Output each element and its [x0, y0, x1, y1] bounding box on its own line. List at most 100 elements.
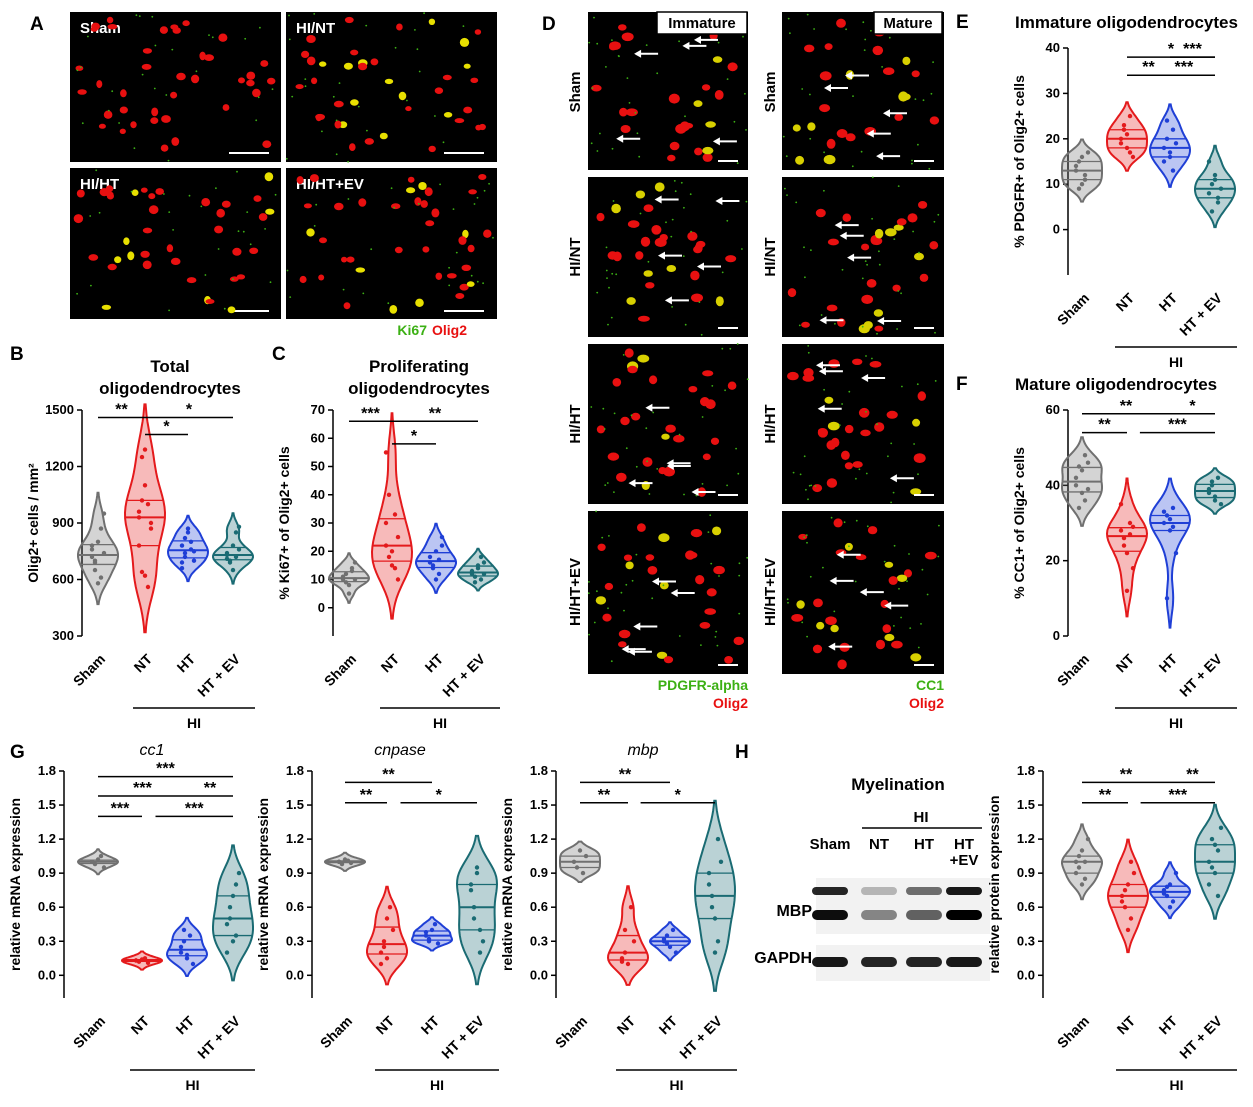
cell-nucleus — [379, 132, 388, 140]
y-tick-label: 1.5 — [530, 797, 548, 812]
panel-letter-g: G — [10, 742, 25, 763]
violin — [410, 916, 454, 952]
arrow-head — [694, 35, 701, 44]
row-label: HI/HT — [762, 404, 779, 443]
x-category-label: Sham — [1054, 290, 1092, 328]
data-point — [1073, 475, 1079, 480]
data-point — [1124, 145, 1130, 151]
speckle — [195, 70, 198, 73]
data-point — [1167, 528, 1173, 533]
speckle — [596, 150, 599, 152]
data-point — [477, 927, 483, 933]
band-label-gapdh: GAPDH — [754, 950, 812, 967]
arrow-head — [664, 296, 672, 305]
data-point — [236, 547, 242, 552]
speckle — [782, 135, 785, 138]
speckle — [223, 307, 226, 310]
legend-cc1: CC1 — [916, 677, 944, 693]
speckle — [674, 190, 677, 193]
speckle — [476, 280, 479, 283]
cell-nucleus — [334, 120, 342, 129]
chart-mbp-protein: 0.0 0.3 0.6 0.9 1.2 1.5 1.8 relative protein ex… — [986, 763, 1237, 1093]
cell-nucleus — [867, 526, 878, 535]
arrow-head — [839, 231, 847, 240]
cell-nucleus — [898, 91, 909, 102]
speckle — [133, 147, 136, 150]
cell-nucleus — [702, 146, 714, 155]
data-point — [187, 933, 193, 938]
data-point — [179, 566, 185, 571]
cell-nucleus — [725, 255, 737, 263]
cell-nucleus — [893, 224, 904, 231]
speckle — [365, 24, 368, 27]
x-category-label: Sham — [1054, 651, 1092, 689]
cell-nucleus — [637, 354, 650, 363]
speckle — [416, 48, 419, 51]
data-point — [191, 558, 197, 563]
speckle — [736, 162, 739, 165]
cell-nucleus — [918, 201, 928, 209]
data-point — [475, 563, 481, 568]
cell-nucleus — [631, 412, 641, 421]
data-point — [436, 571, 442, 577]
chart-title: Immature oligodendrocytes — [1015, 13, 1238, 32]
data-point — [1167, 154, 1173, 160]
speckle — [168, 309, 171, 312]
band-gapdh — [946, 957, 982, 967]
speckle — [628, 102, 631, 104]
speckle — [741, 248, 743, 250]
speckle — [237, 230, 240, 233]
cell-nucleus — [246, 79, 255, 87]
significance-label: * — [436, 787, 443, 804]
speckle — [710, 562, 713, 565]
arrow-head — [634, 49, 642, 58]
cell-nucleus — [873, 309, 884, 317]
speckle — [648, 493, 651, 495]
row-label: HI/HT+EV — [567, 558, 584, 626]
violin — [1105, 477, 1149, 618]
arrow-head — [654, 195, 662, 204]
speckle — [892, 491, 895, 494]
speckle — [678, 635, 681, 637]
speckle — [95, 169, 98, 172]
x-category-label: HT — [418, 1012, 443, 1037]
cell-nucleus — [463, 63, 471, 69]
data-point — [664, 933, 670, 938]
cell-nucleus — [658, 467, 667, 475]
col-title-mature: Mature — [883, 15, 932, 32]
data-point — [233, 882, 239, 887]
speckle — [366, 129, 368, 132]
data-point — [474, 865, 480, 870]
cell-nucleus — [221, 200, 231, 208]
speckle — [701, 483, 704, 485]
speckle — [738, 574, 741, 577]
cell-nucleus — [625, 561, 634, 570]
x-category-label: NT — [1113, 289, 1138, 314]
band-mbp-lower — [812, 910, 848, 920]
data-point — [661, 936, 667, 942]
speckle — [211, 36, 214, 39]
cell-nucleus — [406, 187, 416, 194]
speckle — [611, 39, 613, 41]
data-point — [1085, 836, 1091, 842]
cell-nucleus — [869, 361, 882, 368]
cell-nucleus — [686, 551, 698, 559]
x-category-label: NT — [1114, 1012, 1139, 1037]
speckle — [638, 155, 641, 158]
legend-ki67: Ki67 — [397, 322, 427, 338]
data-point — [136, 515, 142, 520]
arrow-head — [836, 550, 844, 559]
significance-label: ** — [429, 405, 442, 422]
speckle — [803, 536, 806, 539]
cell-nucleus — [384, 78, 394, 85]
band-mbp-upper — [812, 887, 848, 895]
speckle — [671, 218, 674, 221]
data-point — [392, 512, 398, 517]
col-title-box — [873, 11, 943, 35]
cell-nucleus — [114, 256, 122, 264]
cell-nucleus — [309, 174, 319, 183]
data-point — [185, 526, 191, 531]
speckle — [390, 187, 393, 190]
cell-nucleus — [182, 20, 190, 27]
speckle — [590, 142, 593, 145]
